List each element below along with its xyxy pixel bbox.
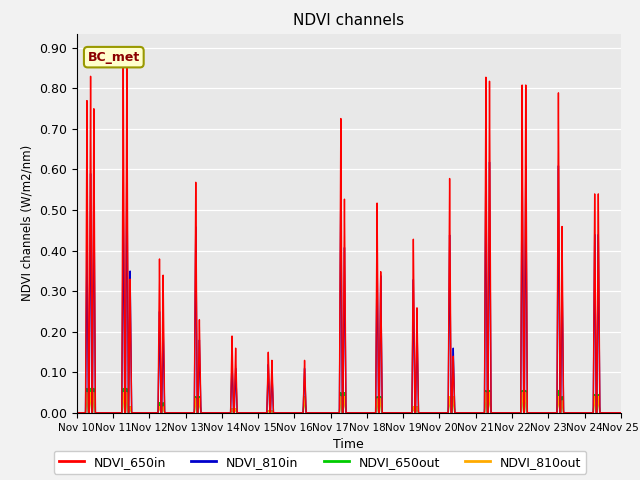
X-axis label: Time: Time	[333, 438, 364, 451]
NDVI_810out	[73, 410, 81, 416]
Line: NDVI_650in: NDVI_650in	[77, 64, 621, 413]
NDVI_650in	[192, 240, 200, 246]
NDVI_650out	[73, 410, 81, 416]
NDVI_650out	[83, 385, 91, 391]
NDVI_810out	[90, 394, 98, 399]
NDVI_650out	[132, 410, 140, 416]
Title: NDVI channels: NDVI channels	[293, 13, 404, 28]
Text: BC_met: BC_met	[88, 51, 140, 64]
NDVI_650out	[617, 410, 625, 416]
NDVI_650in	[120, 61, 127, 67]
Line: NDVI_810out: NDVI_810out	[77, 393, 621, 413]
NDVI_810out	[361, 410, 369, 416]
NDVI_810in	[361, 410, 369, 416]
NDVI_810out	[192, 399, 200, 405]
NDVI_650in	[73, 410, 81, 416]
NDVI_810in	[192, 273, 200, 278]
NDVI_810out	[545, 410, 552, 416]
NDVI_650out	[361, 410, 369, 416]
Line: NDVI_810in: NDVI_810in	[77, 154, 621, 413]
NDVI_650in	[204, 410, 211, 416]
NDVI_810in	[545, 410, 552, 416]
NDVI_810in	[617, 410, 625, 416]
NDVI_650in	[90, 163, 98, 168]
NDVI_650out	[192, 398, 200, 404]
NDVI_650in	[361, 410, 369, 416]
NDVI_650in	[132, 410, 140, 416]
NDVI_810out	[83, 390, 91, 396]
NDVI_650out	[90, 390, 98, 396]
NDVI_650in	[545, 410, 552, 416]
NDVI_650out	[204, 410, 211, 416]
NDVI_810out	[617, 410, 625, 416]
NDVI_810out	[204, 410, 211, 416]
NDVI_650in	[617, 410, 625, 416]
NDVI_810in	[73, 410, 81, 416]
NDVI_810out	[132, 410, 140, 416]
Legend: NDVI_650in, NDVI_810in, NDVI_650out, NDVI_810out: NDVI_650in, NDVI_810in, NDVI_650out, NDV…	[54, 451, 586, 474]
NDVI_810in	[90, 219, 98, 225]
NDVI_810in	[204, 410, 211, 416]
Line: NDVI_650out: NDVI_650out	[77, 388, 621, 413]
NDVI_650out	[545, 410, 552, 416]
Y-axis label: NDVI channels (W/m2/nm): NDVI channels (W/m2/nm)	[20, 145, 33, 301]
NDVI_810in	[132, 410, 140, 416]
NDVI_810in	[123, 151, 131, 156]
